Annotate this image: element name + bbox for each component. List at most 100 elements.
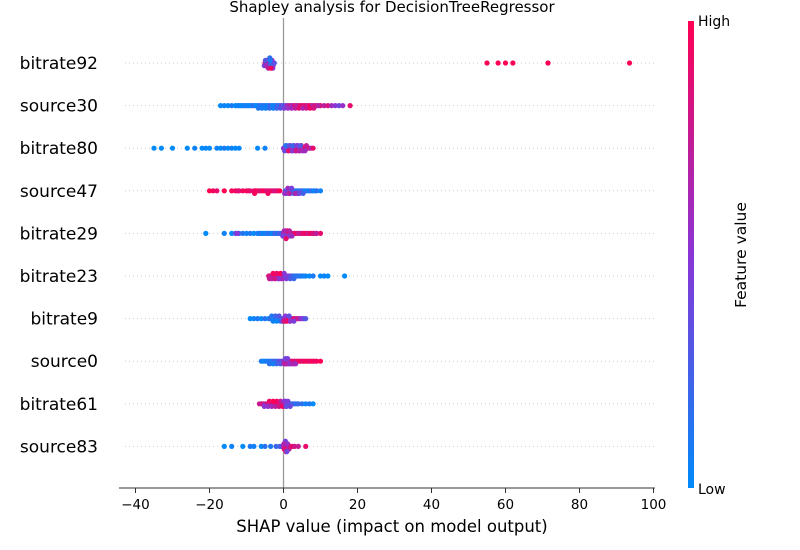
shap-point-bitrate9 — [255, 316, 261, 322]
colorbar-low-label: Low — [698, 482, 726, 498]
shap-point-bitrate80 — [302, 148, 308, 154]
shap-point-bitrate92 — [495, 60, 501, 66]
shap-point-bitrate61 — [287, 403, 293, 409]
shap-point-source83 — [251, 443, 257, 449]
shap-point-source30 — [347, 103, 353, 109]
colorbar-title: Feature value — [732, 202, 750, 308]
colorbar — [688, 21, 694, 488]
shap-point-source0 — [260, 358, 266, 364]
shap-point-bitrate23 — [277, 270, 284, 276]
shap-point-bitrate80 — [255, 145, 261, 151]
shap-point-bitrate80 — [303, 143, 309, 149]
shap-point-source0 — [266, 361, 272, 367]
shap-point-source30 — [285, 105, 291, 111]
shap-point-bitrate80 — [192, 145, 198, 151]
shap-point-source30 — [266, 105, 272, 111]
shap-point-bitrate80 — [232, 145, 238, 151]
shap-point-source30 — [255, 105, 261, 111]
shap-point-source47 — [214, 188, 220, 194]
shap-point-bitrate9 — [269, 313, 275, 319]
shap-point-bitrate61 — [303, 401, 309, 407]
shap-point-bitrate80 — [229, 145, 235, 151]
shap-point-source30 — [218, 103, 224, 109]
x-tick-label: −40 — [121, 497, 150, 513]
feature-label-bitrate23: bitrate23 — [20, 267, 98, 287]
shap-point-bitrate9 — [258, 316, 264, 322]
shap-point-bitrate61 — [269, 403, 275, 409]
shap-point-bitrate61 — [281, 398, 287, 404]
feature-label-bitrate92: bitrate92 — [20, 54, 98, 74]
shap-point-bitrate80 — [290, 143, 296, 149]
feature-labels: bitrate92 source30 bitrate80 source47 bitrat… — [20, 54, 98, 457]
shap-point-source47 — [289, 185, 295, 191]
x-tick-label: 40 — [423, 497, 440, 513]
shap-point-source0 — [274, 361, 280, 367]
shap-point-bitrate61 — [299, 401, 305, 407]
shap-point-source83 — [268, 443, 274, 449]
shap-point-bitrate80 — [286, 143, 292, 149]
shap-point-bitrate61 — [277, 398, 284, 404]
colorbar-high-label: High — [698, 14, 730, 30]
shap-point-bitrate61 — [274, 398, 280, 404]
shap-point-bitrate23 — [325, 273, 331, 279]
shap-point-bitrate23 — [293, 273, 299, 279]
shap-point-source83 — [258, 443, 264, 449]
shap-point-bitrate80 — [293, 148, 299, 154]
shap-point-source0 — [285, 356, 291, 362]
x-tick-label: 0 — [279, 497, 288, 513]
shap-point-source30 — [259, 105, 265, 111]
shap-point-source83 — [247, 443, 253, 449]
shap-point-source47 — [234, 188, 240, 194]
shap-point-source0 — [314, 358, 320, 364]
shap-point-bitrate23 — [306, 273, 312, 279]
shap-point-source0 — [270, 361, 276, 367]
shap-point-source83 — [284, 449, 290, 455]
x-tick-label: 80 — [571, 497, 588, 513]
shap-point-bitrate80 — [310, 145, 316, 151]
shap-point-source47 — [293, 190, 299, 196]
feature-label-bitrate9: bitrate9 — [30, 310, 98, 330]
shap-point-bitrate9 — [272, 313, 278, 319]
feature-label-source30: source30 — [20, 97, 98, 117]
shap-point-source30 — [307, 105, 313, 111]
shap-point-source30 — [229, 103, 235, 109]
shap-point-bitrate29 — [243, 230, 250, 236]
shap-point-source30 — [242, 103, 248, 109]
shap-point-bitrate9 — [281, 318, 287, 324]
shap-point-source47 — [221, 188, 227, 194]
shap-point-source30 — [336, 103, 342, 109]
shap-point-bitrate29 — [317, 230, 324, 236]
shap-point-bitrate9 — [276, 313, 282, 319]
shap-point-bitrate29 — [234, 230, 240, 236]
shap-point-source30 — [340, 103, 346, 109]
shap-point-bitrate80 — [218, 145, 224, 151]
feature-label-bitrate29: bitrate29 — [20, 224, 98, 244]
shap-point-bitrate9 — [251, 316, 257, 322]
points-layer — [151, 55, 633, 455]
shap-point-bitrate92 — [268, 65, 274, 71]
shap-point-bitrate80 — [158, 145, 164, 151]
feature-label-source83: source83 — [20, 437, 98, 457]
shap-point-bitrate23 — [275, 276, 281, 282]
shap-point-bitrate80 — [214, 145, 220, 151]
shap-point-source47 — [277, 188, 283, 194]
shap-point-source30 — [332, 103, 338, 109]
x-ticks: −40 −20 0 20 40 60 80 100 — [121, 488, 666, 513]
shap-point-source30 — [225, 103, 231, 109]
x-tick-label: 100 — [641, 497, 667, 513]
shap-point-source47 — [282, 190, 288, 196]
shap-point-bitrate9 — [291, 318, 297, 324]
chart-title: Shapley analysis for DecisionTreeRegress… — [229, 0, 555, 16]
shap-point-source30 — [274, 105, 280, 111]
shap-point-bitrate29 — [251, 230, 257, 236]
shap-point-bitrate80 — [283, 143, 289, 149]
shap-point-source83 — [273, 443, 279, 449]
shap-point-bitrate61 — [261, 403, 267, 409]
shap-point-bitrate80 — [297, 148, 303, 154]
shap-point-source30 — [300, 105, 306, 111]
shap-point-source83 — [262, 443, 268, 449]
shap-point-bitrate92 — [545, 60, 551, 66]
shap-point-source30 — [221, 103, 227, 109]
shap-point-source47 — [252, 190, 258, 196]
shap-point-bitrate9 — [274, 318, 280, 324]
